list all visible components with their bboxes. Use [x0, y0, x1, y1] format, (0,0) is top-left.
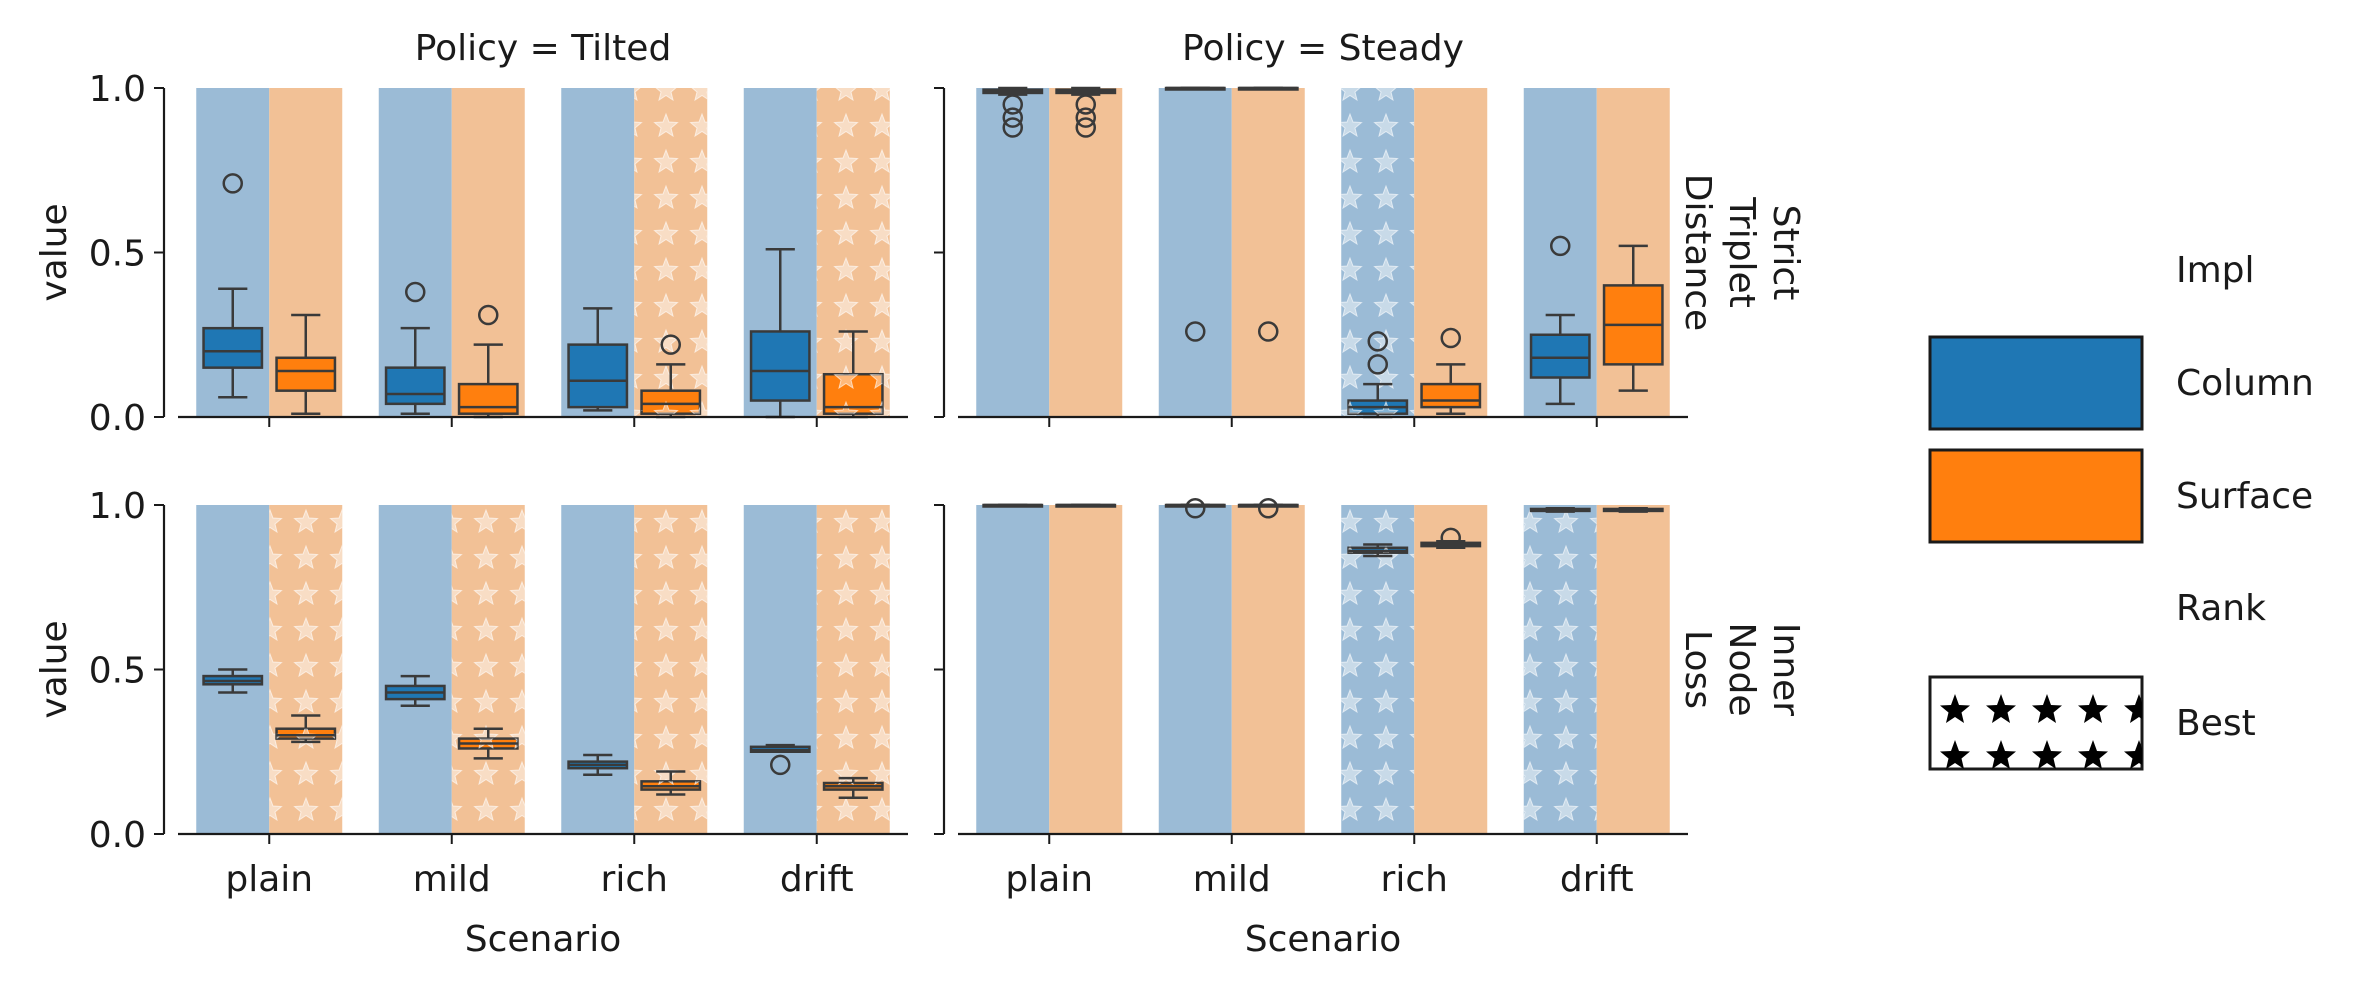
flier-point	[478, 304, 499, 326]
bg-bar	[1414, 505, 1488, 834]
x-tick-label: rich	[601, 859, 668, 900]
flier-point	[1367, 331, 1388, 352]
legend: Impl Column Surface Rank Best	[1928, 250, 2314, 771]
flier-point	[1258, 321, 1279, 342]
legend-swatch-hatch	[1930, 677, 2142, 769]
box	[275, 356, 337, 392]
panel-0-1	[934, 86, 1688, 427]
bg-bar	[1158, 88, 1232, 417]
x-tick-label: plain	[225, 859, 313, 900]
y-axis-label: value	[34, 620, 75, 718]
row-title-line: Node	[1721, 623, 1762, 717]
panel-1-1: plain mild rich drift Scenario	[934, 498, 1688, 960]
row-title-line: Inner	[1765, 623, 1806, 716]
box	[457, 382, 519, 415]
best-hatch	[1523, 505, 1597, 834]
labels-layer: Policy = Tilted Policy = Steady StrictTrip…	[415, 28, 1806, 716]
y-tick-label: 0.5	[89, 234, 146, 275]
flier-point	[1075, 117, 1096, 138]
bg-bar	[743, 505, 817, 834]
flier-point	[1440, 327, 1461, 349]
legend-swatch	[1928, 335, 2144, 431]
bg-bar	[976, 88, 1050, 417]
bg-bar	[1231, 88, 1305, 417]
bg-bar	[1049, 88, 1123, 417]
x-tick-label: mild	[413, 859, 491, 900]
box	[1420, 382, 1482, 409]
legend-swatch	[1928, 448, 2144, 544]
box-hatch	[276, 728, 335, 739]
bg-bar	[1414, 88, 1488, 417]
box	[202, 326, 264, 369]
legend-title-impl: Impl	[2176, 250, 2255, 291]
bg-bar	[976, 505, 1050, 834]
panel-0-0: 0.0 0.5 1.0 value	[34, 69, 908, 439]
best-hatch	[269, 505, 343, 834]
row-title-line: Triplet	[1721, 196, 1762, 308]
row-title-line: Distance	[1677, 174, 1718, 331]
x-axis-label: Scenario	[1245, 919, 1402, 960]
panel-1-0: plain mild rich drift 0.0 0.5 1.0 value Scenario	[34, 486, 908, 960]
y-axis-label: value	[34, 203, 75, 301]
best-hatch	[451, 505, 525, 834]
flier-point	[1367, 354, 1388, 375]
flier-point	[222, 173, 243, 194]
y-tick-label: 0.5	[89, 651, 146, 692]
x-tick-label: mild	[1193, 859, 1271, 900]
panels-layer: 0.0 0.5 1.0 value plain mild rich drift 0.0 0.5 1.…	[34, 69, 1688, 960]
box-hatch	[641, 390, 700, 414]
column-title: Policy = Tilted	[415, 28, 672, 69]
flier-point	[770, 754, 791, 776]
flier-point	[1002, 94, 1023, 115]
flier-point	[1002, 107, 1023, 128]
flier-point	[405, 281, 426, 303]
bg-bar	[561, 505, 635, 834]
flier-point	[1550, 235, 1571, 257]
y-tick-label: 1.0	[89, 486, 146, 527]
row-title-line: Loss	[1677, 630, 1718, 709]
flier-point	[1075, 107, 1096, 128]
y-tick-label: 0.0	[89, 398, 146, 439]
x-tick-label: plain	[1005, 859, 1093, 900]
y-tick-label: 0.0	[89, 815, 146, 856]
flier-point	[1002, 117, 1023, 138]
box	[1529, 333, 1591, 379]
x-tick-label: drift	[780, 859, 854, 900]
flier-point	[1185, 321, 1206, 342]
x-tick-label: drift	[1560, 859, 1634, 900]
bg-bar	[1596, 505, 1670, 834]
x-tick-label: rich	[1381, 859, 1448, 900]
legend-label: Column	[2176, 363, 2314, 404]
column-title: Policy = Steady	[1182, 28, 1464, 69]
box	[384, 366, 446, 406]
box	[567, 343, 629, 409]
box	[749, 330, 811, 402]
row-title-line: Strict	[1765, 205, 1806, 301]
flier-point	[1440, 527, 1461, 549]
bg-bar	[1231, 505, 1305, 834]
x-axis-label: Scenario	[465, 919, 622, 960]
bg-bar	[1049, 505, 1123, 834]
bg-bar	[1158, 505, 1232, 834]
best-hatch	[634, 88, 708, 417]
flier-point	[660, 334, 681, 355]
y-tick-label: 1.0	[89, 69, 146, 110]
best-hatch	[1341, 505, 1415, 834]
legend-label: Best	[2176, 703, 2256, 744]
flier-point	[1075, 94, 1096, 115]
bg-bar	[378, 505, 452, 834]
legend-title-rank: Rank	[2176, 588, 2266, 629]
best-hatch	[1341, 88, 1415, 417]
flier-point	[1185, 498, 1206, 519]
legend-label: Surface	[2176, 476, 2313, 517]
flier-point	[1258, 498, 1279, 519]
